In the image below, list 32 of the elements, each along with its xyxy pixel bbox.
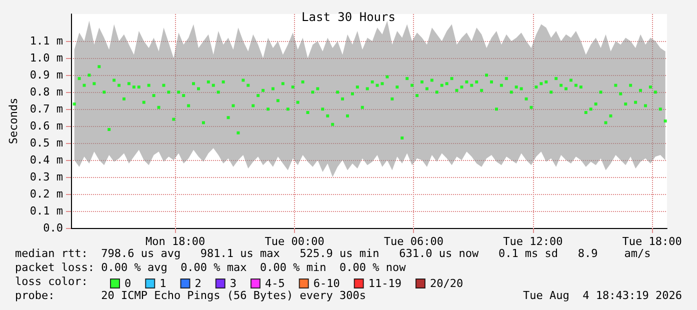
legend-label: 2: [194, 277, 202, 290]
y-tick-label: 0.0: [43, 222, 64, 234]
y-tick-label: 0.8 m: [30, 86, 64, 99]
text: packet loss: 0.00 % avg 0.00 % max 0.00 % min 0.00 % now: [15, 261, 406, 274]
text: Tue Aug 4 18:43:19 2026: [523, 289, 682, 302]
y-tick-label: 1.0 m: [30, 52, 64, 65]
legend-label: 3: [230, 277, 236, 290]
legend-label: 1: [160, 277, 166, 290]
y-tick-label: 1.1 m: [30, 34, 64, 48]
text: loss color:: [15, 275, 88, 288]
y-tick-label: 0.9 m: [30, 68, 64, 82]
y-tick-label: 0.1 m: [30, 204, 64, 218]
x-tick-label: Tue 18:00: [622, 235, 682, 248]
legend-label: 6-10: [313, 277, 340, 290]
y-tick-label: 0.5 m: [30, 136, 64, 150]
x-tick-label: Tue 00:00: [264, 235, 324, 248]
chart-title: Last 30 Hours: [302, 10, 396, 24]
legend-label: 20/20: [430, 277, 464, 290]
y-tick-label: 0.3 m: [30, 170, 64, 184]
y-tick-label: 0.2 m: [30, 188, 64, 201]
y-tick-label: 0.6 m: [30, 120, 64, 133]
y-axis-title: Seconds: [7, 98, 20, 144]
x-tick-label: Mon 18:00: [146, 235, 206, 248]
legend-label: 4-5: [264, 277, 285, 290]
text: probe: 20 ICMP Echo Pings (56 Bytes) every 300s: [15, 289, 366, 302]
y-tick-label: 0.7 m: [30, 102, 64, 116]
y-tick-label: 0.4 m: [30, 154, 64, 167]
x-tick-label: Tue 06:00: [384, 235, 444, 248]
text: median rtt: 798.6 us avg 981.1 us max 525.9 us min 631.0 us now 0.1 ms sd 8.9 am/s: [15, 247, 651, 260]
x-tick-label: Tue 12:00: [503, 235, 563, 248]
legend-label: 11-19: [368, 277, 402, 290]
legend-label: 0: [124, 277, 132, 290]
